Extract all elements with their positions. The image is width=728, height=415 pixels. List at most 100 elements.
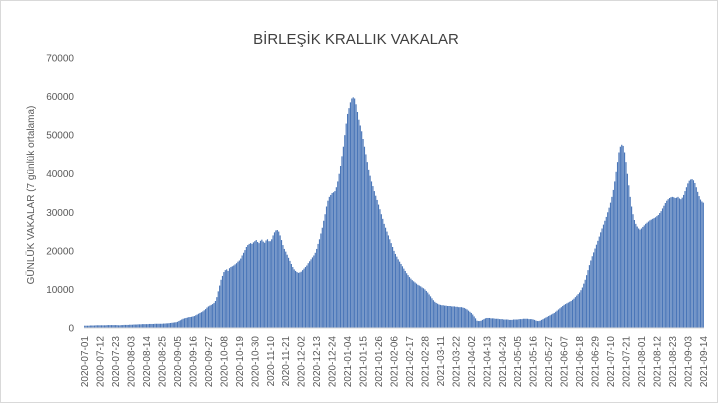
bar <box>86 325 89 328</box>
bar <box>570 301 572 328</box>
x-tick-label: 2020-12-13 <box>312 336 323 388</box>
bar <box>296 272 298 328</box>
bar <box>519 319 522 328</box>
bar <box>536 321 538 328</box>
bar <box>407 275 409 328</box>
bar <box>341 156 343 328</box>
bar <box>299 272 301 328</box>
bar <box>420 286 422 328</box>
bar <box>403 268 405 328</box>
bar <box>161 323 163 328</box>
bar <box>424 289 426 328</box>
bar <box>511 319 513 328</box>
bar <box>701 201 703 328</box>
bar <box>524 318 526 328</box>
bar <box>89 325 91 328</box>
bar <box>656 216 658 328</box>
bar <box>265 240 267 328</box>
bar <box>361 131 363 328</box>
bar <box>154 323 156 328</box>
bar <box>609 202 612 328</box>
bar <box>481 319 484 328</box>
bar <box>428 294 430 328</box>
bar <box>324 214 326 328</box>
bar <box>455 306 457 328</box>
bar <box>549 315 551 328</box>
bar <box>120 325 122 328</box>
bar <box>235 263 238 328</box>
bar <box>601 228 603 328</box>
bar <box>628 185 630 328</box>
bar <box>645 223 647 328</box>
bar <box>691 179 693 328</box>
bar <box>197 313 200 328</box>
x-tick-label: 2021-01-15 <box>359 336 370 388</box>
bar <box>140 324 142 328</box>
bar <box>242 252 245 328</box>
bar <box>377 204 380 328</box>
bar <box>134 324 136 328</box>
x-tick-label: 2021-06-29 <box>591 336 602 388</box>
bar <box>685 187 688 328</box>
bar <box>508 319 510 328</box>
bar <box>309 261 311 328</box>
bar <box>323 220 325 328</box>
bar <box>123 324 125 328</box>
bar <box>186 317 188 328</box>
y-tick-label: 10000 <box>46 285 74 296</box>
y-tick-label: 30000 <box>46 208 74 219</box>
bar <box>339 166 342 328</box>
bar <box>445 305 447 328</box>
bar <box>124 324 127 328</box>
bar <box>95 325 97 328</box>
bar <box>476 320 478 328</box>
bar <box>389 239 391 328</box>
bar <box>697 191 699 328</box>
bar <box>668 198 671 328</box>
bar <box>190 316 193 328</box>
bar <box>116 325 118 328</box>
bar <box>207 306 210 328</box>
bar <box>631 206 633 328</box>
bar <box>612 189 614 328</box>
bar <box>96 325 98 328</box>
bar <box>472 314 474 328</box>
bar <box>368 169 370 328</box>
bar <box>615 171 617 328</box>
bar <box>300 271 302 328</box>
bar <box>334 191 336 328</box>
bar <box>529 319 531 328</box>
bar <box>119 325 121 328</box>
bar <box>642 226 644 328</box>
bar <box>386 231 388 328</box>
bar <box>217 291 219 328</box>
bar <box>535 320 537 328</box>
bar <box>192 316 194 328</box>
bar <box>320 233 322 328</box>
bar <box>153 323 155 328</box>
bar <box>562 306 564 328</box>
bar <box>466 309 468 328</box>
bar <box>165 323 167 328</box>
bar <box>595 244 598 328</box>
bar <box>456 306 458 328</box>
bar <box>517 319 519 328</box>
bar <box>557 309 560 328</box>
bar <box>100 325 103 328</box>
bar <box>115 325 117 328</box>
bar <box>553 312 555 328</box>
bar <box>129 324 131 328</box>
x-tick-label: 2020-10-30 <box>250 336 261 388</box>
bar <box>597 240 599 328</box>
bar <box>608 207 610 328</box>
bar <box>675 197 678 328</box>
x-tick-label: 2020-12-02 <box>297 336 308 388</box>
bar <box>578 292 581 328</box>
bar <box>414 282 416 328</box>
bar <box>532 319 534 328</box>
bar <box>212 304 214 328</box>
x-tick-label: 2021-03-11 <box>436 336 447 387</box>
bar <box>158 323 160 328</box>
bar <box>695 187 697 328</box>
bar <box>126 324 128 328</box>
